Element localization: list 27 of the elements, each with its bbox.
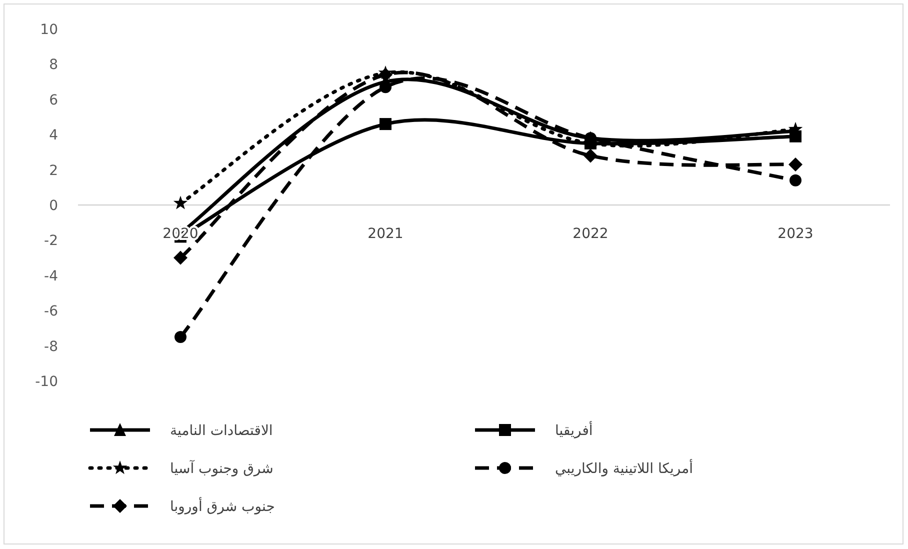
point bbox=[380, 81, 392, 94]
y-tick-label: 4 bbox=[49, 128, 58, 144]
y-tick-label: -2 bbox=[44, 233, 58, 250]
legend-label: شرق وجنوب آسيا bbox=[170, 459, 274, 477]
point bbox=[174, 331, 186, 343]
y-tick-label: 2 bbox=[49, 162, 58, 179]
legend-label: أمريكا اللاتينية والكاريبي bbox=[555, 459, 694, 477]
x-tick-label: 2022 bbox=[572, 226, 608, 242]
legend-label: جنوب شرق أوروبا bbox=[170, 497, 275, 515]
y-tick-label: 10 bbox=[40, 22, 58, 38]
y-tick-label: 0 bbox=[49, 198, 58, 214]
y-tick-label: 6 bbox=[49, 92, 58, 108]
x-tick-label: 2023 bbox=[778, 226, 814, 242]
point bbox=[788, 158, 802, 172]
y-tick-label: 8 bbox=[49, 57, 58, 74]
point bbox=[790, 174, 802, 186]
x-tick-label: 2021 bbox=[368, 226, 404, 242]
y-tick-label: -8 bbox=[44, 338, 58, 355]
y-tick-label: -10 bbox=[35, 374, 58, 390]
legend-label: أفريقيا bbox=[555, 421, 593, 439]
point bbox=[380, 118, 392, 130]
point bbox=[584, 148, 598, 163]
point bbox=[174, 250, 188, 265]
y-tick-label: -6 bbox=[44, 304, 58, 320]
point bbox=[173, 196, 188, 210]
y-tick-label: -4 bbox=[44, 268, 58, 284]
legend-label: الاقتصادات النامية bbox=[170, 423, 273, 439]
